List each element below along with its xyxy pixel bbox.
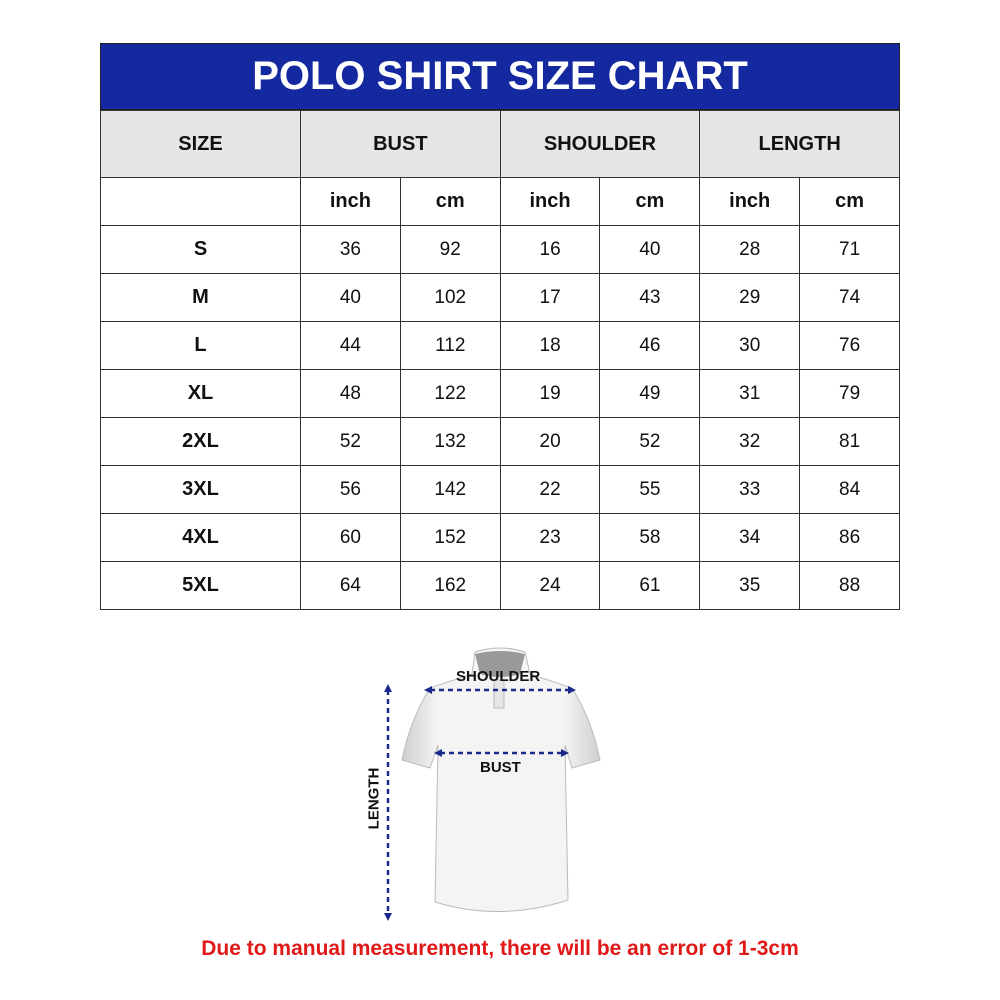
value-cell: 86 xyxy=(799,513,900,562)
value-cell: 18 xyxy=(499,321,601,370)
value-cell: 28 xyxy=(699,225,801,274)
value-cell: 35 xyxy=(699,561,801,610)
shirt-diagram: SHOULDER BUST LENGTH xyxy=(360,640,640,930)
value-cell: 40 xyxy=(599,225,701,274)
value-cell: 60 xyxy=(300,513,401,562)
unit-row: inch cm inch cm inch cm xyxy=(100,177,900,226)
table-row: M 40 102 17 43 29 74 xyxy=(100,273,900,322)
value-cell: 19 xyxy=(499,369,601,418)
value-cell: 122 xyxy=(399,369,501,418)
value-cell: 64 xyxy=(300,561,401,610)
size-cell: 5XL xyxy=(100,561,301,610)
value-cell: 142 xyxy=(399,465,501,514)
value-cell: 24 xyxy=(499,561,601,610)
value-cell: 33 xyxy=(699,465,801,514)
table-row: 2XL 52 132 20 52 32 81 xyxy=(100,417,900,466)
value-cell: 52 xyxy=(300,417,401,466)
value-cell: 79 xyxy=(799,369,900,418)
value-cell: 76 xyxy=(799,321,900,370)
value-cell: 52 xyxy=(599,417,701,466)
value-cell: 34 xyxy=(699,513,801,562)
value-cell: 112 xyxy=(399,321,501,370)
value-cell: 32 xyxy=(699,417,801,466)
value-cell: 16 xyxy=(499,225,601,274)
unit: inch xyxy=(499,177,601,226)
length-label: LENGTH xyxy=(365,767,383,830)
size-cell: S xyxy=(100,225,301,274)
header-length: LENGTH xyxy=(699,110,900,178)
header-row: SIZE BUST SHOULDER LENGTH xyxy=(100,110,900,178)
measurement-note: Due to manual measurement, there will be… xyxy=(201,937,799,960)
value-cell: 74 xyxy=(799,273,900,322)
value-cell: 132 xyxy=(399,417,501,466)
value-cell: 17 xyxy=(499,273,601,322)
value-cell: 22 xyxy=(499,465,601,514)
shoulder-label: SHOULDER xyxy=(456,668,541,685)
value-cell: 81 xyxy=(799,417,900,466)
value-cell: 56 xyxy=(300,465,401,514)
header-size: SIZE xyxy=(100,110,301,178)
value-cell: 48 xyxy=(300,369,401,418)
table-row: 4XL 60 152 23 58 34 86 xyxy=(100,513,900,562)
header-bust: BUST xyxy=(300,110,501,178)
size-cell: XL xyxy=(100,369,301,418)
table-row: S 36 92 16 40 28 71 xyxy=(100,225,900,274)
chart-title: POLO SHIRT SIZE CHART xyxy=(100,43,900,110)
size-cell: 2XL xyxy=(100,417,301,466)
table-row: XL 48 122 19 49 31 79 xyxy=(100,369,900,418)
value-cell: 71 xyxy=(799,225,900,274)
size-cell: M xyxy=(100,273,301,322)
value-cell: 49 xyxy=(599,369,701,418)
unit-blank xyxy=(100,177,301,226)
value-cell: 102 xyxy=(399,273,501,322)
unit: cm xyxy=(599,177,701,226)
table-row: L 44 112 18 46 30 76 xyxy=(100,321,900,370)
unit: cm xyxy=(799,177,900,226)
value-cell: 43 xyxy=(599,273,701,322)
table-row: 5XL 64 162 24 61 35 88 xyxy=(100,561,900,610)
value-cell: 92 xyxy=(399,225,501,274)
value-cell: 58 xyxy=(599,513,701,562)
unit: inch xyxy=(300,177,401,226)
bust-label: BUST xyxy=(480,759,521,776)
value-cell: 40 xyxy=(300,273,401,322)
value-cell: 36 xyxy=(300,225,401,274)
value-cell: 84 xyxy=(799,465,900,514)
unit: cm xyxy=(399,177,501,226)
value-cell: 61 xyxy=(599,561,701,610)
value-cell: 44 xyxy=(300,321,401,370)
value-cell: 23 xyxy=(499,513,601,562)
table-row: 3XL 56 142 22 55 33 84 xyxy=(100,465,900,514)
value-cell: 31 xyxy=(699,369,801,418)
unit: inch xyxy=(699,177,801,226)
header-shoulder: SHOULDER xyxy=(499,110,701,178)
value-cell: 20 xyxy=(499,417,601,466)
value-cell: 55 xyxy=(599,465,701,514)
value-cell: 88 xyxy=(799,561,900,610)
polo-shirt-image xyxy=(384,647,601,921)
value-cell: 30 xyxy=(699,321,801,370)
size-cell: 3XL xyxy=(100,465,301,514)
size-cell: 4XL xyxy=(100,513,301,562)
value-cell: 46 xyxy=(599,321,701,370)
value-cell: 152 xyxy=(399,513,501,562)
value-cell: 162 xyxy=(399,561,501,610)
size-table: SIZE BUST SHOULDER LENGTH inch cm inch c… xyxy=(100,110,900,610)
value-cell: 29 xyxy=(699,273,801,322)
size-cell: L xyxy=(100,321,301,370)
